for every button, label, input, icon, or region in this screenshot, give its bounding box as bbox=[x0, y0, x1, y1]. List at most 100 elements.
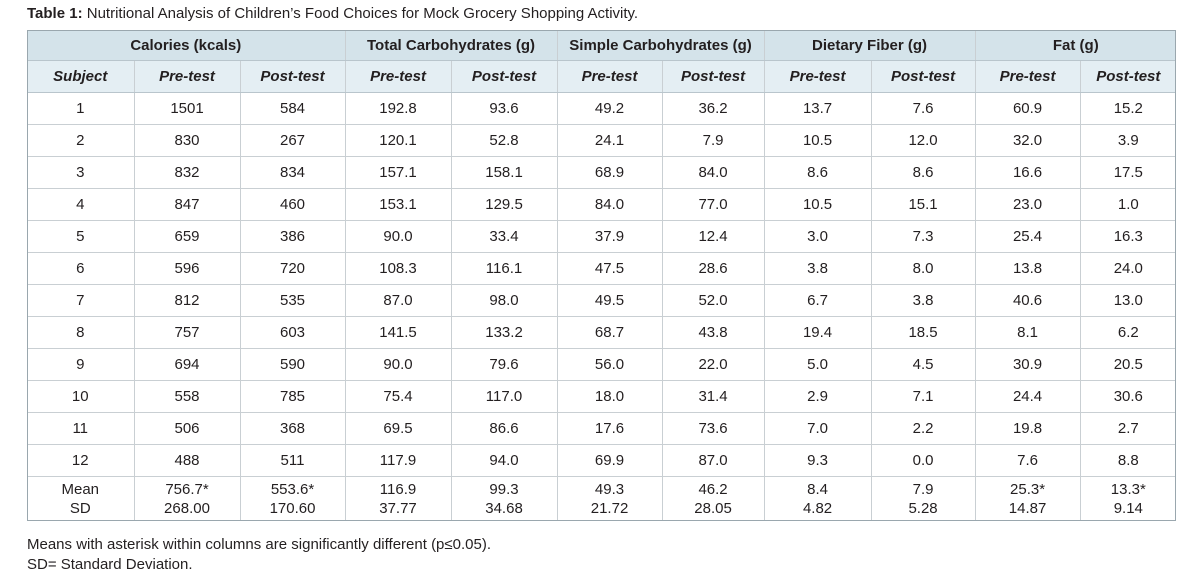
subject-header: Subject bbox=[27, 60, 134, 93]
table-cell: 93.6 bbox=[450, 92, 558, 125]
table-cell: 7.6 bbox=[974, 444, 1081, 477]
table-row: 7 812 535 87.0 98.0 49.5 52.0 6.7 3.8 40.6 13.0 bbox=[27, 284, 1177, 317]
table-cell: 12.0 bbox=[870, 124, 976, 157]
table-cell: 86.6 bbox=[450, 412, 558, 445]
summary-cell: 13.3* 9.14 bbox=[1079, 476, 1177, 521]
sub-header-row: Subject Pre-test Post-test Pre-test Post… bbox=[27, 60, 1177, 93]
table-cell: 69.9 bbox=[556, 444, 663, 477]
subject-cell: 8 bbox=[27, 316, 134, 349]
table-cell: 757 bbox=[133, 316, 240, 349]
table-cell: 13.7 bbox=[763, 92, 872, 125]
table-cell: 7.3 bbox=[870, 220, 976, 253]
pre-test-header: Pre-test bbox=[763, 60, 872, 93]
table-cell: 6.7 bbox=[763, 284, 872, 317]
post-test-header: Post-test bbox=[870, 60, 976, 93]
subject-cell: 4 bbox=[27, 188, 134, 221]
table-cell: 77.0 bbox=[661, 188, 765, 221]
table-cell: 13.0 bbox=[1079, 284, 1177, 317]
nutrition-table: Calories (kcals) Total Carbohydrates (g)… bbox=[27, 30, 1177, 521]
table-cell: 558 bbox=[133, 380, 240, 413]
summary-cell: 8.4 4.82 bbox=[763, 476, 872, 521]
sd-value: 5.28 bbox=[908, 500, 938, 517]
summary-cell: 99.3 34.68 bbox=[450, 476, 558, 521]
sd-value: 34.68 bbox=[485, 500, 523, 517]
table-cell: 23.0 bbox=[974, 188, 1081, 221]
table-cell: 4.5 bbox=[870, 348, 976, 381]
table-cell: 49.5 bbox=[556, 284, 663, 317]
table-cell: 43.8 bbox=[661, 316, 765, 349]
table-cell: 368 bbox=[239, 412, 346, 445]
table-cell: 7.1 bbox=[870, 380, 976, 413]
table-row: 2 830 267 120.1 52.8 24.1 7.9 10.5 12.0 32.0 3.9 bbox=[27, 124, 1177, 157]
table-cell: 19.8 bbox=[974, 412, 1081, 445]
mean-value: 49.3 bbox=[594, 481, 625, 498]
table-cell: 506 bbox=[133, 412, 240, 445]
table-cell: 90.0 bbox=[344, 348, 452, 381]
table-row: 3 832 834 157.1 158.1 68.9 84.0 8.6 8.6 16.6 17.5 bbox=[27, 156, 1177, 189]
summary-cell: 553.6* 170.60 bbox=[239, 476, 346, 521]
table-cell: 834 bbox=[239, 156, 346, 189]
pre-test-header: Pre-test bbox=[974, 60, 1081, 93]
subject-cell: 1 bbox=[27, 92, 134, 125]
table-cell: 108.3 bbox=[344, 252, 452, 285]
table-cell: 16.6 bbox=[974, 156, 1081, 189]
table-cell: 20.5 bbox=[1079, 348, 1177, 381]
table-cell: 584 bbox=[239, 92, 346, 125]
sd-value: 28.05 bbox=[694, 500, 732, 517]
table-cell: 24.4 bbox=[974, 380, 1081, 413]
subject-cell: 9 bbox=[27, 348, 134, 381]
table-cell: 87.0 bbox=[344, 284, 452, 317]
table-row: 10 558 785 75.4 117.0 18.0 31.4 2.9 7.1 24.4 30.6 bbox=[27, 380, 1177, 413]
group-header-row: Calories (kcals) Total Carbohydrates (g)… bbox=[27, 30, 1177, 61]
subject-cell: 11 bbox=[27, 412, 134, 445]
table-cell: 17.5 bbox=[1079, 156, 1177, 189]
table-cell: 56.0 bbox=[556, 348, 663, 381]
table-row: 12 488 511 117.9 94.0 69.9 87.0 9.3 0.0 7.6 8.8 bbox=[27, 444, 1177, 477]
table-body: 1 1501 584 192.8 93.6 49.2 36.2 13.7 7.6 60.9 15.2… bbox=[27, 92, 1177, 521]
table-cell: 120.1 bbox=[344, 124, 452, 157]
table-cell: 659 bbox=[133, 220, 240, 253]
mean-value: 553.6* bbox=[270, 481, 315, 498]
table-row: 5 659 386 90.0 33.4 37.9 12.4 3.0 7.3 25.4 16.3 bbox=[27, 220, 1177, 253]
pre-test-header: Pre-test bbox=[556, 60, 663, 93]
mean-value: 25.3* bbox=[1010, 481, 1046, 498]
sd-value: 170.60 bbox=[269, 500, 316, 517]
post-test-header: Post-test bbox=[239, 60, 346, 93]
mean-value: 99.3 bbox=[489, 481, 519, 498]
table-cell: 24.0 bbox=[1079, 252, 1177, 285]
summary-cell: 46.2 28.05 bbox=[661, 476, 765, 521]
table-cell: 31.4 bbox=[661, 380, 765, 413]
table-cell: 153.1 bbox=[344, 188, 452, 221]
table-cell: 10.5 bbox=[763, 124, 872, 157]
table-cell: 19.4 bbox=[763, 316, 872, 349]
table-cell: 3.8 bbox=[763, 252, 872, 285]
table-cell: 69.5 bbox=[344, 412, 452, 445]
table-caption-label: Table 1: bbox=[27, 5, 83, 22]
table-row: 8 757 603 141.5 133.2 68.7 43.8 19.4 18.5 8.1 6.2 bbox=[27, 316, 1177, 349]
table-cell: 192.8 bbox=[344, 92, 452, 125]
table-cell: 488 bbox=[133, 444, 240, 477]
table-cell: 8.1 bbox=[974, 316, 1081, 349]
subject-cell: 6 bbox=[27, 252, 134, 285]
table-cell: 720 bbox=[239, 252, 346, 285]
table-cell: 40.6 bbox=[974, 284, 1081, 317]
table-cell: 32.0 bbox=[974, 124, 1081, 157]
table-cell: 3.9 bbox=[1079, 124, 1177, 157]
table-cell: 13.8 bbox=[974, 252, 1081, 285]
table-row: 4 847 460 153.1 129.5 84.0 77.0 10.5 15.1 23.0 1.0 bbox=[27, 188, 1177, 221]
subject-cell: 7 bbox=[27, 284, 134, 317]
summary-cell: 7.9 5.28 bbox=[870, 476, 976, 521]
table-cell: 60.9 bbox=[974, 92, 1081, 125]
pre-test-header: Pre-test bbox=[133, 60, 240, 93]
mean-value: 116.9 bbox=[379, 481, 417, 498]
post-test-header: Post-test bbox=[1079, 60, 1177, 93]
summary-cell: 756.7* 268.00 bbox=[133, 476, 240, 521]
table-cell: 117.9 bbox=[344, 444, 452, 477]
table-row: 11 506 368 69.5 86.6 17.6 73.6 7.0 2.2 19.8 2.7 bbox=[27, 412, 1177, 445]
table-cell: 10.5 bbox=[763, 188, 872, 221]
mean-label: Mean bbox=[61, 481, 100, 498]
table-cell: 9.3 bbox=[763, 444, 872, 477]
table-cell: 535 bbox=[239, 284, 346, 317]
table-cell: 0.0 bbox=[870, 444, 976, 477]
table-cell: 8.8 bbox=[1079, 444, 1177, 477]
